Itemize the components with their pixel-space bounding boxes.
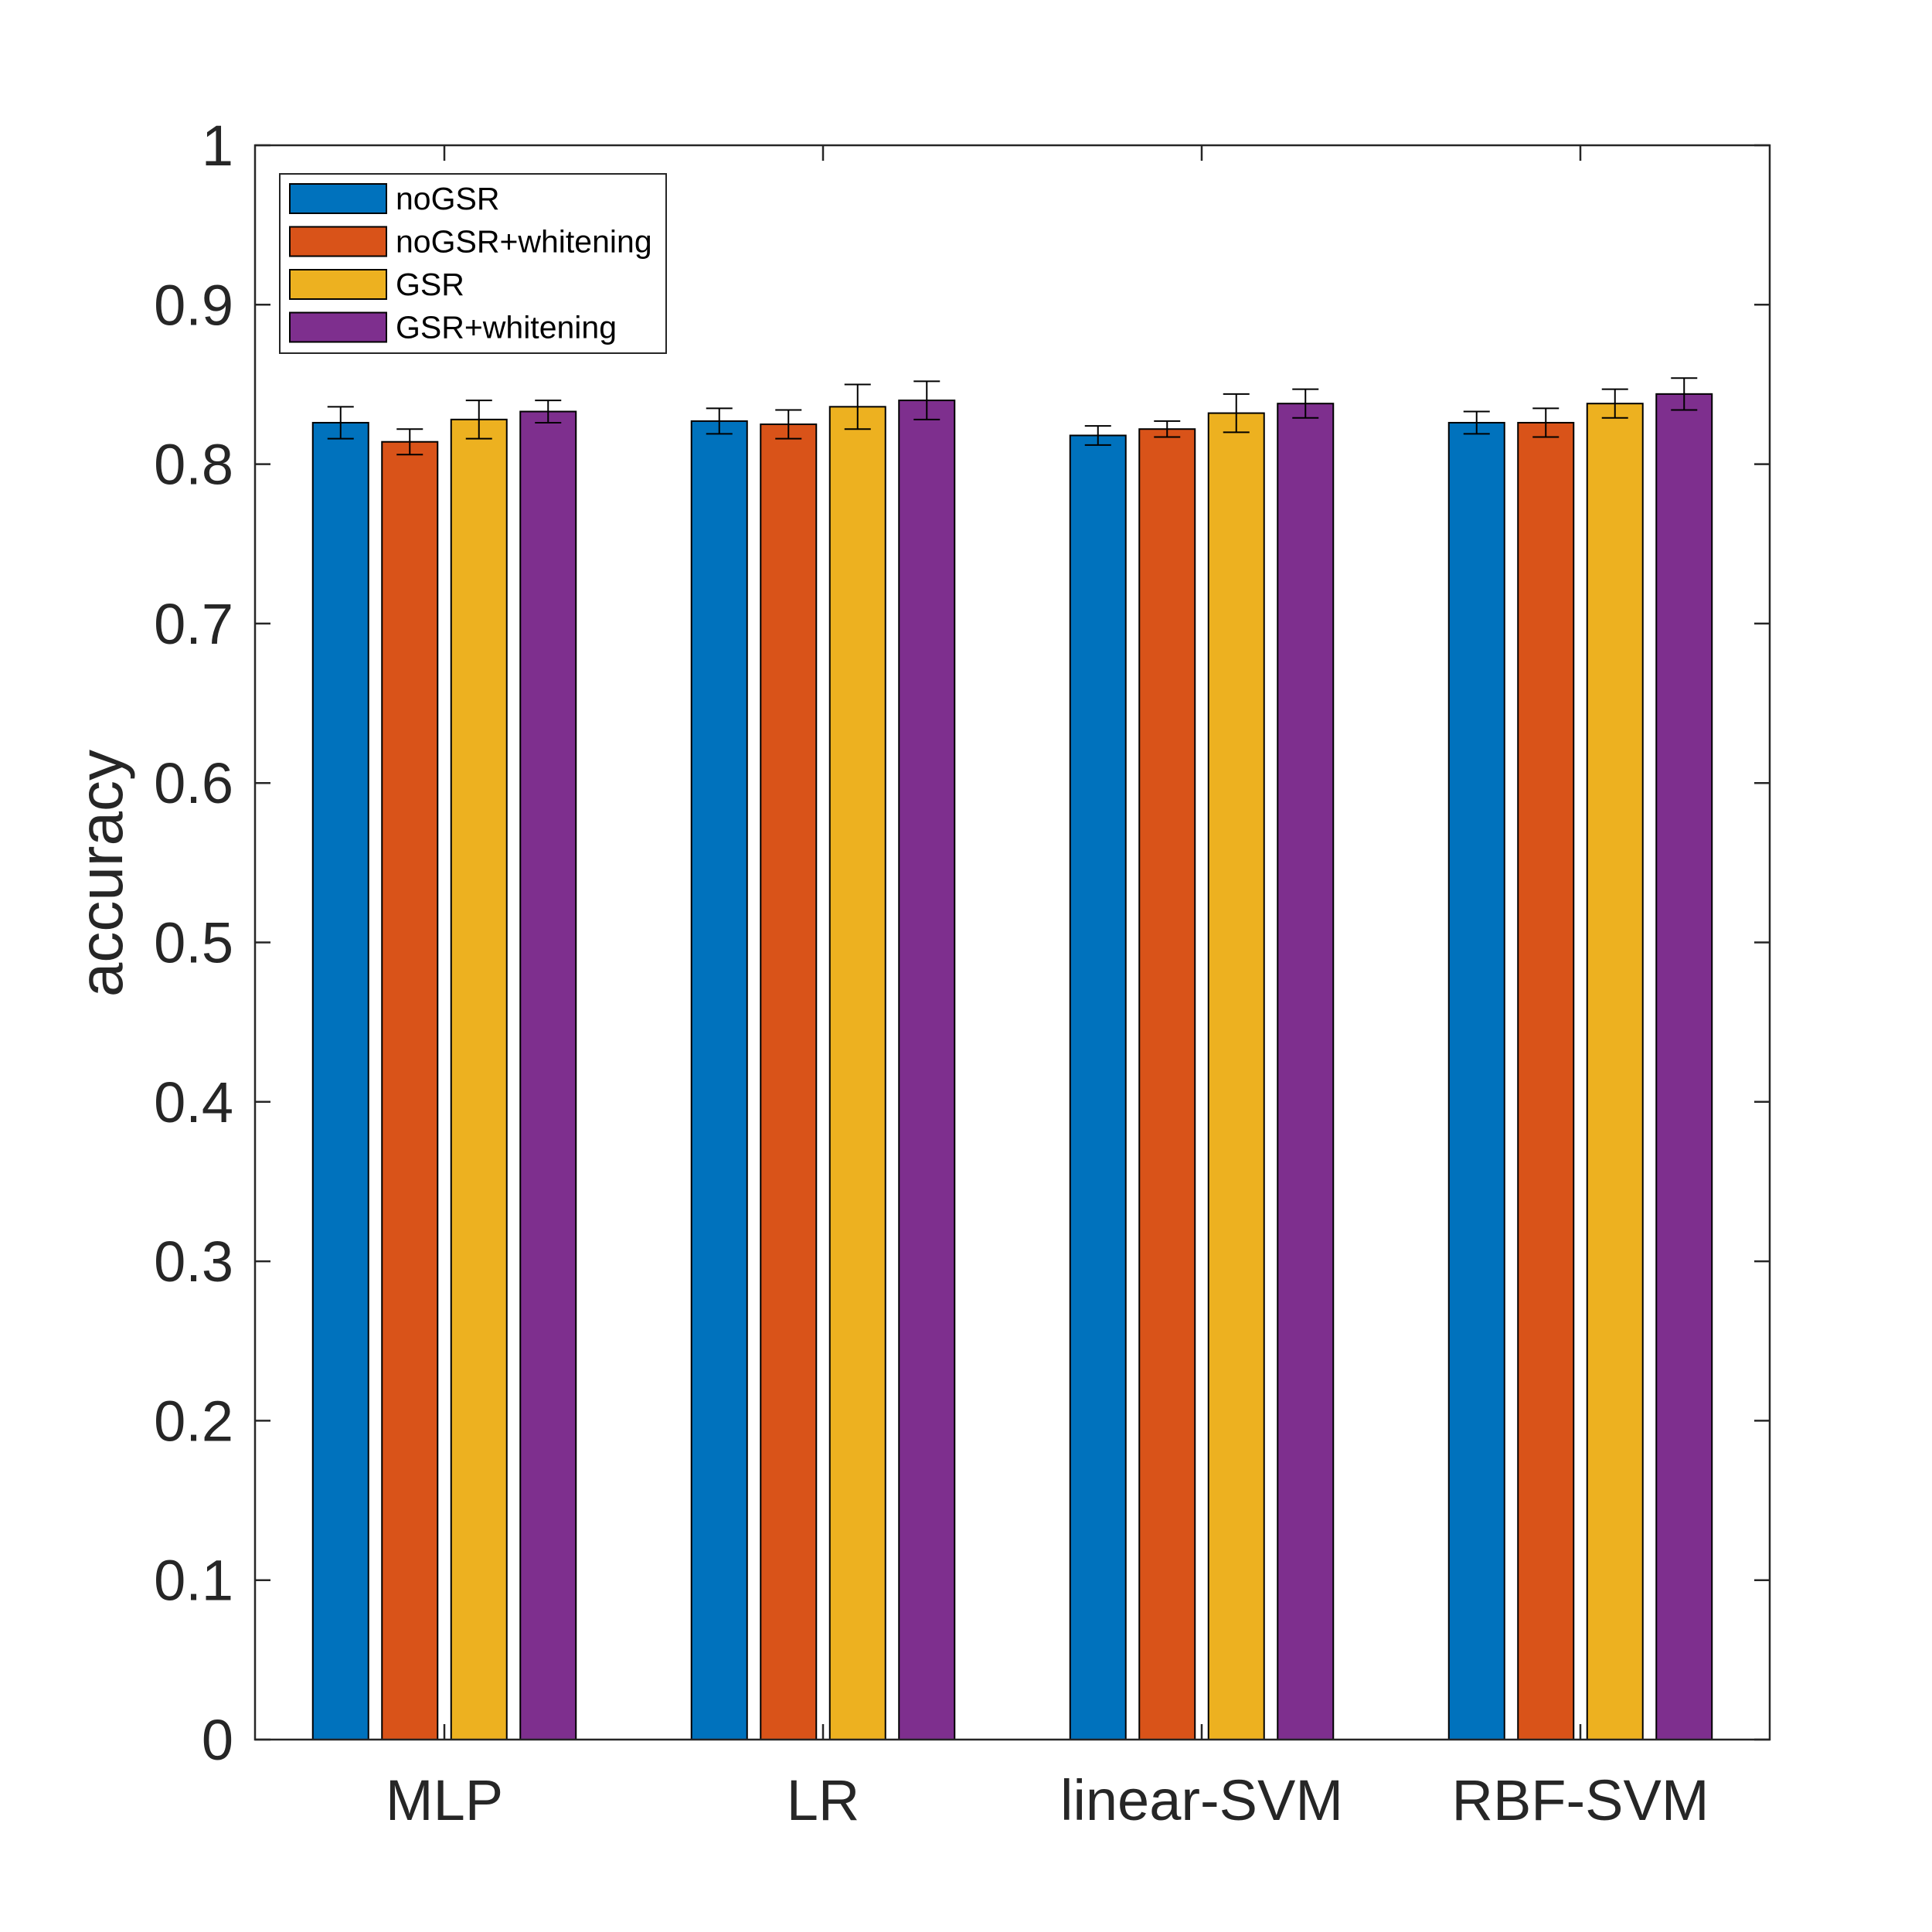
bar-GSR+whitening-LR [898, 400, 956, 1741]
y-tick-label: 0.2 [154, 1389, 233, 1453]
error-bar [396, 428, 423, 456]
error-bar [1532, 407, 1560, 438]
y-tick-label: 0 [202, 1708, 233, 1772]
error-bars-layer [327, 377, 1698, 456]
legend-label: GSR+whitening [396, 310, 617, 345]
error-bar [1671, 377, 1698, 411]
bar-noGSR+whitening-LR [760, 423, 818, 1740]
error-bar [327, 406, 354, 440]
error-bar [1601, 388, 1628, 419]
bar-GSR+whitening-MLP [519, 410, 577, 1740]
y-tick-label: 0.4 [154, 1070, 233, 1134]
error-bar [1154, 420, 1181, 438]
bars-layer [311, 393, 1713, 1741]
error-bar [844, 383, 871, 430]
legend-label: noGSR+whitening [396, 224, 652, 260]
error-bar [535, 400, 562, 423]
legend-label: GSR [396, 267, 464, 302]
y-tick-label: 0.8 [154, 433, 233, 497]
bar-noGSR-RBF-SVM [1447, 421, 1505, 1740]
labels-layer: MLP LR linear-SVM RBF-SVM 0 0.1 0.2 0.3 0.4 0.5 0.… [154, 114, 1709, 1832]
y-tick-label: 0.6 [154, 751, 233, 815]
error-bar [1223, 393, 1250, 434]
x-tick-label: linear-SVM [1060, 1768, 1343, 1832]
error-bar [775, 409, 802, 440]
bar-GSR+whitening-linear-SVM [1277, 403, 1335, 1740]
error-bar [465, 400, 492, 440]
y-tick-label: 0.5 [154, 911, 233, 975]
bar-GSR+whitening-RBF-SVM [1655, 393, 1713, 1740]
legend-swatch [289, 311, 387, 343]
legend-swatch [289, 183, 387, 214]
error-bar [913, 380, 940, 420]
bar-GSR-linear-SVM [1207, 412, 1265, 1740]
y-tick-label: 0.9 [154, 273, 233, 337]
y-tick-label: 0.3 [154, 1230, 233, 1294]
error-bar [706, 407, 733, 435]
bar-noGSR-linear-SVM [1069, 434, 1127, 1741]
bar-GSR-MLP [450, 418, 508, 1740]
bar-noGSR+whitening-MLP [381, 440, 439, 1740]
y-tick-label: 0.1 [154, 1549, 233, 1613]
x-tick-label: MLP [386, 1768, 503, 1832]
axes-layer [253, 144, 1771, 1741]
error-bar [1084, 425, 1111, 446]
y-tick-label: 1 [202, 114, 233, 178]
bar-noGSR-LR [690, 420, 748, 1740]
bar-noGSR-MLP [311, 421, 369, 1740]
bar-noGSR+whitening-RBF-SVM [1517, 421, 1575, 1740]
error-bar [1292, 388, 1319, 419]
bar-GSR-RBF-SVM [1586, 403, 1644, 1740]
bar-GSR-LR [828, 406, 886, 1740]
legend-swatch [289, 269, 387, 300]
legend-label: noGSR [396, 181, 499, 216]
bar-noGSR+whitening-linear-SVM [1138, 428, 1196, 1740]
error-bar [1463, 410, 1490, 435]
y-axis-label: accuracy [66, 750, 135, 997]
legend: noGSR noGSR+whitening GSR GSR+whitening [279, 173, 667, 354]
x-tick-label: LR [787, 1768, 860, 1832]
x-tick-label: RBF-SVM [1452, 1768, 1709, 1832]
legend-swatch [289, 226, 387, 257]
y-tick-label: 0.7 [154, 592, 233, 656]
